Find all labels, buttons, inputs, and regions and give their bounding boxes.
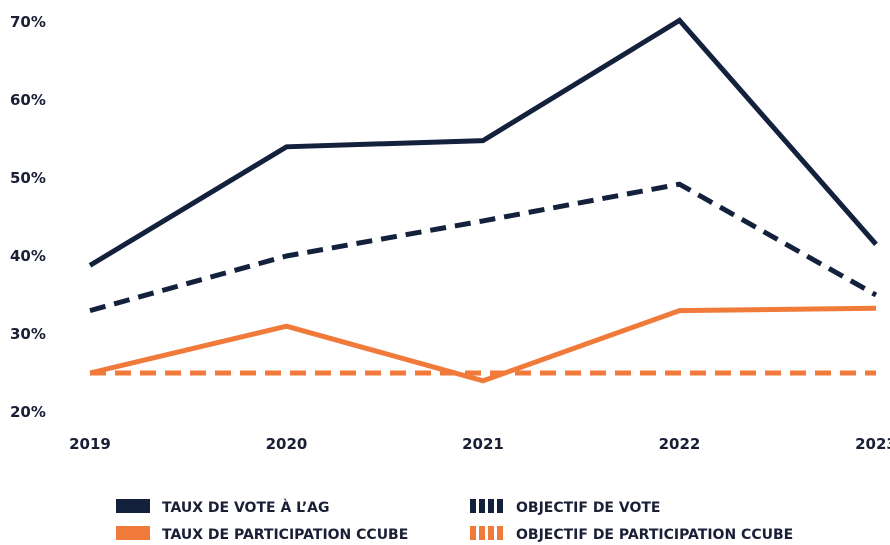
y-tick-label: 30% — [10, 325, 46, 343]
legend-swatch — [470, 526, 476, 540]
y-tick-label: 20% — [10, 403, 46, 421]
y-tick-label: 70% — [10, 13, 46, 31]
legend-swatch — [497, 526, 503, 540]
legend-item: TAUX DE PARTICIPATION CCUBE — [116, 526, 408, 543]
series-line-2 — [89, 181, 878, 314]
legend: TAUX DE VOTE À L’AG OBJECTIF DE VOTE TAUX … — [116, 499, 793, 543]
legend-swatch — [116, 499, 150, 513]
legend-swatch — [470, 499, 476, 513]
y-axis-ticks: 70% 60% 50% 40% 30% 20% — [10, 13, 46, 421]
legend-item: TAUX DE VOTE À L’AG — [116, 499, 330, 516]
series-line-3 — [89, 305, 877, 384]
legend-swatch — [488, 499, 494, 513]
x-tick-label: 2022 — [659, 435, 701, 453]
legend-swatch — [497, 499, 503, 513]
legend-item: OBJECTIF DE VOTE — [470, 499, 660, 516]
x-tick-label: 2021 — [462, 435, 504, 453]
legend-label: OBJECTIF DE PARTICIPATION CCUBE — [516, 527, 793, 543]
legend-label: OBJECTIF DE VOTE — [516, 500, 660, 516]
x-axis-ticks: 2019 2020 2021 2022 2023 — [69, 435, 890, 453]
legend-swatch — [479, 526, 485, 540]
legend-swatch — [116, 526, 150, 540]
series-line-1 — [88, 17, 878, 268]
legend-label: TAUX DE VOTE À L’AG — [162, 499, 330, 516]
x-tick-label: 2023 — [855, 435, 890, 453]
legend-swatch — [488, 526, 494, 540]
y-tick-label: 60% — [10, 91, 46, 109]
legend-swatch — [479, 499, 485, 513]
y-tick-label: 50% — [10, 169, 46, 187]
legend-label: TAUX DE PARTICIPATION CCUBE — [162, 527, 408, 543]
series-lines — [88, 17, 878, 384]
y-tick-label: 40% — [10, 247, 46, 265]
legend-item: OBJECTIF DE PARTICIPATION CCUBE — [470, 526, 793, 543]
x-tick-label: 2019 — [69, 435, 111, 453]
x-tick-label: 2020 — [266, 435, 308, 453]
